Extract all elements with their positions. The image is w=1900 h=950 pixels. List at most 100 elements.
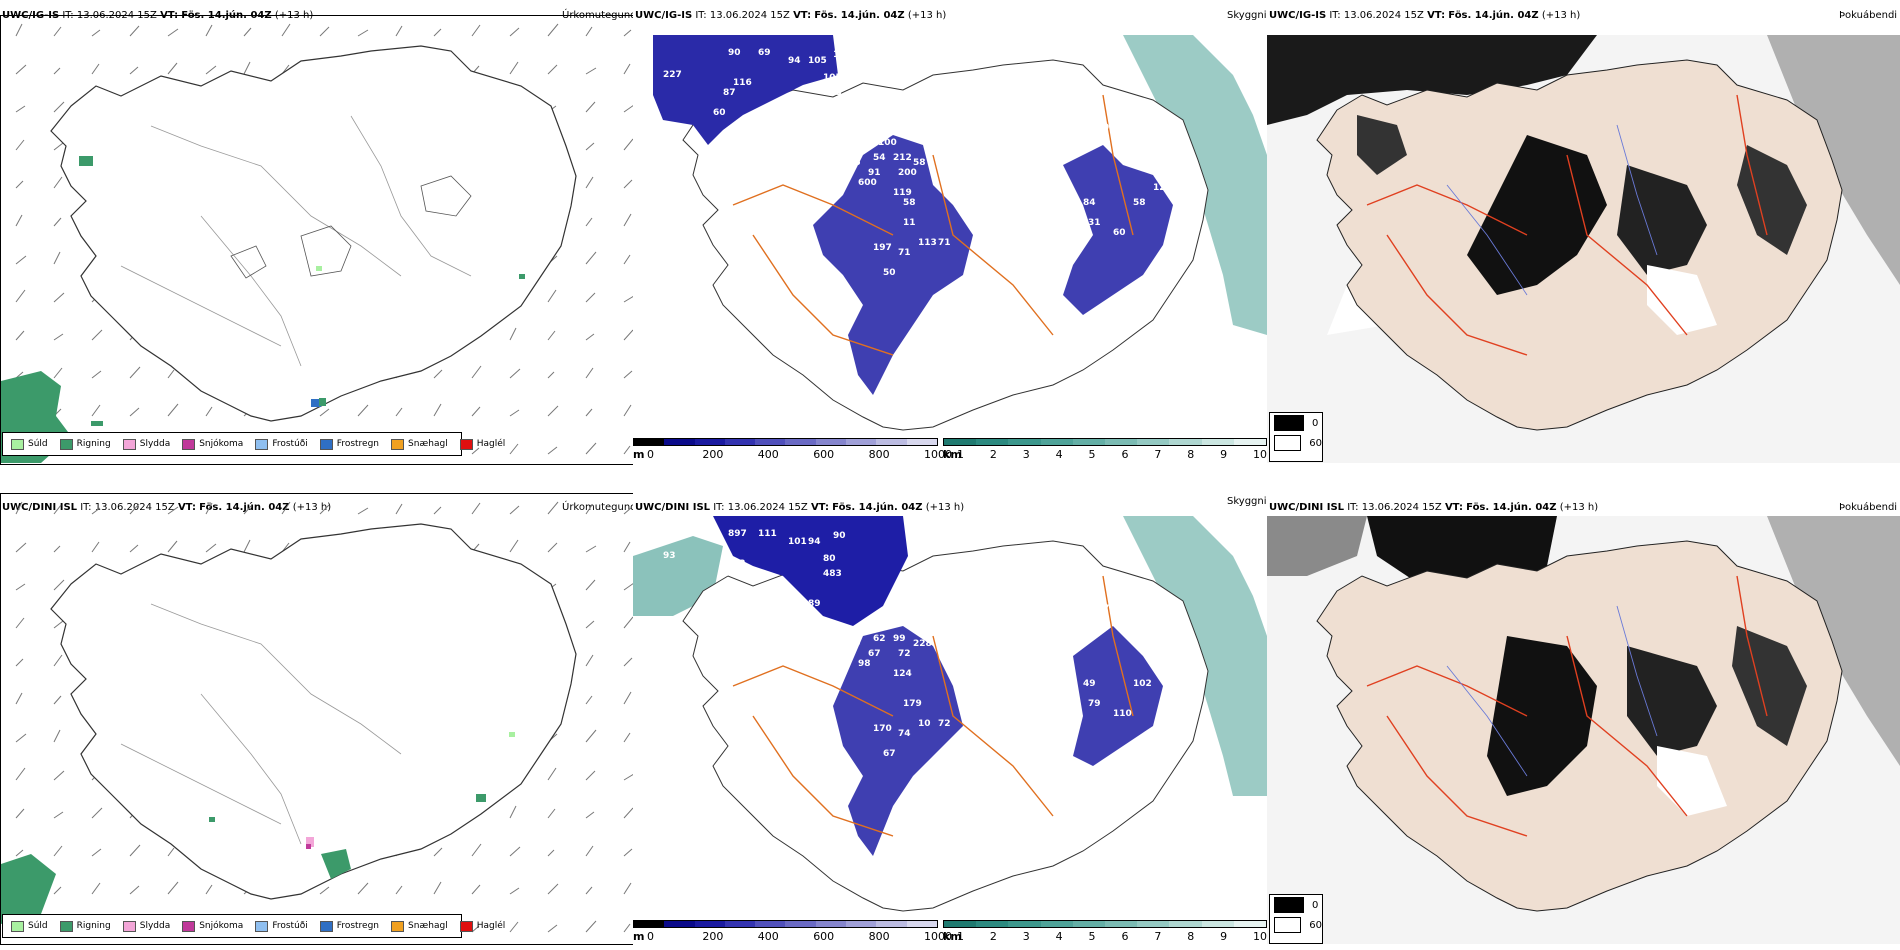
legend-label: Snjókoma — [199, 921, 244, 931]
wind-barb — [319, 26, 330, 37]
wind-barb — [547, 542, 558, 553]
ceiling-value-label: 83 — [713, 589, 726, 599]
precip-type-legend: Súld Rigning Slydda Snjókoma Frostúði Frostre… — [2, 432, 505, 456]
fog-legend-swatch — [1274, 435, 1302, 451]
wind-barb — [53, 845, 63, 857]
wind-barb — [547, 64, 558, 75]
ceiling-value-label: 897 — [728, 529, 747, 539]
precip-type-legend: Súld Rigning Slydda Snjókoma Frostúði Frostre… — [2, 914, 505, 938]
wind-barb — [509, 539, 519, 553]
colorbar-strip — [943, 438, 1267, 446]
wind-barb — [395, 885, 403, 895]
wind-barb — [471, 406, 481, 417]
wind-barb — [167, 847, 175, 857]
ceiling-value-label: 600 — [858, 178, 877, 188]
colorbar-segment — [1201, 921, 1234, 927]
colorbar-unit: m — [633, 930, 645, 943]
wind-barb — [53, 333, 64, 341]
wind-barb — [129, 844, 141, 857]
it-label: IT: — [1347, 502, 1359, 513]
colorbar-unit: km — [943, 930, 962, 943]
wind-barb — [205, 884, 213, 895]
wind-barb — [129, 407, 140, 417]
wind-barb — [585, 333, 595, 341]
ceiling-value-label: 87 — [723, 88, 736, 98]
fog-legend-label: 60 — [1309, 437, 1322, 449]
vt-value: Fös. 14.jún. 04Z — [1448, 10, 1539, 21]
colorbar-tick: 9 — [1220, 930, 1228, 943]
ceiling-value-label: 197 — [873, 243, 892, 253]
colorbar-segment — [944, 921, 977, 927]
wind-barb — [509, 409, 520, 417]
ceiling-value-label: 90 — [833, 531, 846, 541]
legend-label: Súld — [28, 439, 48, 449]
wind-barb — [129, 25, 140, 37]
it-value: 13.06.2024 15Z — [94, 502, 175, 513]
legend-label: Slydda — [139, 439, 171, 449]
wind-barb — [585, 251, 597, 265]
wind-barb — [357, 507, 369, 515]
ceiling-value-label: 119 — [893, 188, 912, 198]
legend-item: Frostúði — [255, 438, 308, 450]
wind-barb — [53, 367, 63, 379]
ceiling-value-label: 58 — [903, 198, 916, 208]
wind-barb — [509, 61, 519, 75]
wind-barb — [509, 27, 520, 37]
colorbar-unit: km — [943, 448, 962, 461]
colorbar-tick: 400 — [757, 930, 779, 943]
model-name: UWC/DINI ISL — [635, 502, 711, 513]
wind-barb — [15, 139, 25, 151]
wind-barb — [623, 923, 631, 933]
wind-barb — [53, 811, 64, 819]
it-label: IT: — [1329, 10, 1341, 21]
wind-barb — [15, 617, 25, 629]
colorbar-tick: 8 — [1187, 448, 1195, 461]
panel-header: UWC/DINI ISL IT: 13.06.2024 15Z VT: Fös.… — [635, 501, 964, 515]
wind-barb — [53, 654, 63, 667]
colorbar-tick: 6 — [1121, 448, 1129, 461]
wind-barb — [585, 729, 597, 743]
ceiling-value-label: 81 — [723, 569, 736, 579]
legend-item: Súld — [11, 438, 48, 450]
panel-title: Skyggni — [1227, 496, 1267, 507]
ceiling-value-label: 90 — [728, 48, 741, 58]
iceland-map-precip — [1, 23, 633, 463]
wind-barb — [547, 808, 556, 819]
wind-barb — [53, 101, 65, 113]
colorbar-segment — [1072, 439, 1106, 445]
wind-barb — [547, 405, 559, 417]
fog-index-map — [1267, 516, 1900, 944]
wind-barb — [623, 657, 633, 667]
wind-barb — [91, 63, 100, 75]
colorbar-tick: 1 — [957, 930, 964, 943]
wind-barb — [15, 733, 27, 743]
ceiling-value-label: 10 — [918, 719, 931, 729]
ceiling-value-label: 66 — [848, 158, 861, 168]
wind-barb — [623, 213, 632, 227]
wind-barb — [623, 616, 633, 629]
colorbar-tick: 400 — [757, 448, 779, 461]
colorbar-segment — [1137, 921, 1170, 927]
colorbar-tick: 3 — [1022, 448, 1030, 461]
legend-item: Frostúði — [255, 920, 308, 932]
colorbar-tick: 7 — [1154, 930, 1162, 943]
ceiling-value-label: 79 — [1088, 699, 1101, 709]
wind-barb — [129, 66, 139, 75]
wind-barb — [547, 23, 559, 37]
ceiling-value-label: 58 — [1133, 198, 1146, 208]
wind-barb — [91, 541, 100, 553]
legend-label: Snjókoma — [199, 439, 244, 449]
wind-barb — [15, 23, 23, 37]
fog-legend-label: 0 — [1312, 899, 1319, 911]
iceland-map-precip — [1, 501, 633, 933]
vt-value: Fös. 14.jún. 04Z — [199, 502, 290, 513]
colorbar-segment — [906, 439, 937, 445]
legend-item: Rigning — [59, 438, 111, 450]
colorbar-segment — [1233, 921, 1267, 927]
ceiling-value-label: 111 — [758, 529, 777, 539]
wind-barb — [129, 503, 140, 515]
wind-barb — [471, 925, 480, 933]
visibility-panel-bottom: UWC/DINI ISL IT: 13.06.2024 15Z VT: Fös.… — [633, 478, 1267, 950]
colorbar-segment — [724, 921, 756, 927]
